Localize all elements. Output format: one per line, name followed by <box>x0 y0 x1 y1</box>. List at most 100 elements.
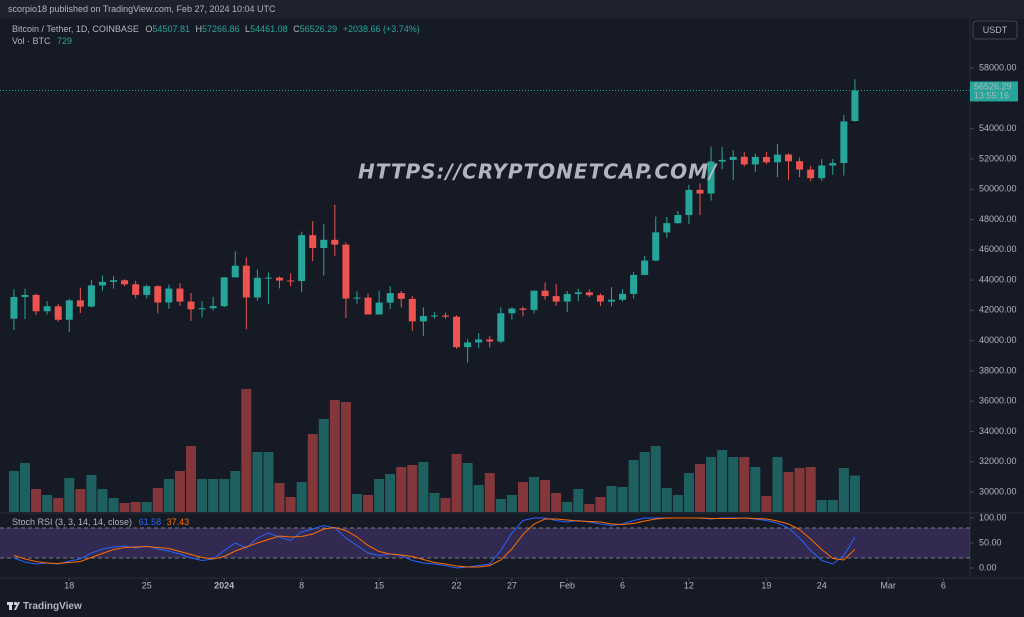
y-tick-label: 36000.00 <box>979 396 1017 406</box>
volume-bar <box>540 480 551 512</box>
stoch-y-tick-label: 50.00 <box>979 537 1002 547</box>
y-tick-label: 48000.00 <box>979 214 1017 224</box>
countdown: 13:55:16 <box>974 90 1009 100</box>
volume-bar <box>340 402 351 512</box>
candle-body <box>596 295 604 302</box>
volume-bar <box>772 457 783 512</box>
candle-body <box>209 306 217 309</box>
volume-bar <box>152 488 163 512</box>
ohlc-value: 57266.86 <box>202 24 240 34</box>
currency-box[interactable] <box>972 20 1018 40</box>
volume-bar <box>451 454 462 512</box>
candle-body <box>176 288 184 302</box>
header-line: Bitcoin / Tether, 1D, COINBASE O54507.81… <box>12 24 420 34</box>
candle-body <box>187 301 195 310</box>
publisher: scorpio18 published on TradingView.com, … <box>8 4 276 14</box>
candle-body <box>264 277 272 279</box>
volume-bar <box>584 504 595 512</box>
volume-bar <box>495 499 506 512</box>
volume-title: Vol · BTC <box>12 36 51 46</box>
volume-bar <box>208 479 219 512</box>
volume-bar <box>683 473 694 512</box>
last-price-box <box>970 81 1018 102</box>
candle-body <box>276 277 284 281</box>
candle-body <box>375 302 383 315</box>
y-tick-label: 58000.00 <box>979 63 1017 73</box>
volume-bar <box>108 498 119 512</box>
logo-part <box>14 602 20 610</box>
x-tick-label: 6 <box>941 580 946 590</box>
publisher-bar <box>0 0 1024 19</box>
candle-body <box>563 294 571 302</box>
volume-bar <box>728 457 739 512</box>
candle-body <box>65 300 73 320</box>
candle-body <box>309 235 317 248</box>
candle-body <box>320 239 328 248</box>
volume-bar <box>42 495 53 512</box>
volume-bar <box>639 452 650 512</box>
volume-bar <box>97 489 108 512</box>
volume-bar <box>706 457 717 512</box>
volume-bar <box>562 502 573 512</box>
volume-bar <box>506 495 517 512</box>
volume-bar <box>197 479 208 512</box>
candle-body <box>729 156 737 160</box>
brand-logo <box>7 601 20 610</box>
volume-bar <box>573 489 584 512</box>
candle-body <box>519 308 527 310</box>
candle-body <box>840 121 848 164</box>
volume-bar <box>617 487 628 512</box>
candle-body <box>707 161 715 194</box>
volume-bar <box>717 450 728 512</box>
volume-bar <box>750 467 761 512</box>
volume-bar <box>805 467 816 512</box>
volume-bar <box>141 502 152 512</box>
volume-bar <box>827 500 838 512</box>
change: +2038.66 (+3.74%) <box>343 24 420 34</box>
volume-bar <box>695 464 706 512</box>
volume-bar <box>661 488 672 512</box>
ohlc-label: O <box>145 24 152 34</box>
volume-bar <box>163 479 174 512</box>
volume-bar <box>794 468 805 512</box>
currency[interactable]: USDT <box>983 25 1008 35</box>
x-tick-label: 24 <box>817 580 827 590</box>
y-tick-label: 32000.00 <box>979 456 1017 466</box>
y-tick-label: 44000.00 <box>979 274 1017 284</box>
volume-bar <box>318 419 329 512</box>
x-tick-label: 12 <box>684 580 694 590</box>
candle-body <box>54 306 62 320</box>
candle-body <box>740 156 748 165</box>
x-tick-label: 15 <box>374 580 384 590</box>
candle-body <box>674 214 682 224</box>
x-tick-label: 2024 <box>214 580 234 590</box>
volume-bar <box>816 500 827 512</box>
ohlc-label: C <box>293 24 300 34</box>
volume-bar <box>8 471 19 512</box>
candle-body <box>298 235 306 281</box>
volume-bar <box>374 479 385 512</box>
volume-bar <box>396 467 407 512</box>
y-tick-label: 40000.00 <box>979 335 1017 345</box>
candle-body <box>21 294 29 298</box>
candle-body <box>641 260 649 275</box>
volume-bar <box>274 483 285 512</box>
x-tick-label: 6 <box>620 580 625 590</box>
volume-bar <box>296 482 307 512</box>
volume-bar <box>849 475 860 512</box>
candle-body <box>685 189 693 215</box>
stoch-y-tick-label: 0.00 <box>979 562 997 572</box>
candle-body <box>342 244 350 299</box>
y-tick-label: 30000.00 <box>979 486 1017 496</box>
volume-bar <box>529 477 540 512</box>
candle-body <box>253 277 261 298</box>
x-tick-label: 19 <box>761 580 771 590</box>
volume-bar <box>551 493 562 512</box>
candle-body <box>619 293 627 300</box>
last-price-label: 56526.29 <box>974 81 1012 91</box>
ohlc-value: 54461.08 <box>250 24 288 34</box>
candle-body <box>76 300 84 307</box>
volume-bar <box>429 493 440 512</box>
y-tick-label: 54000.00 <box>979 123 1017 133</box>
candle-body <box>751 157 759 165</box>
